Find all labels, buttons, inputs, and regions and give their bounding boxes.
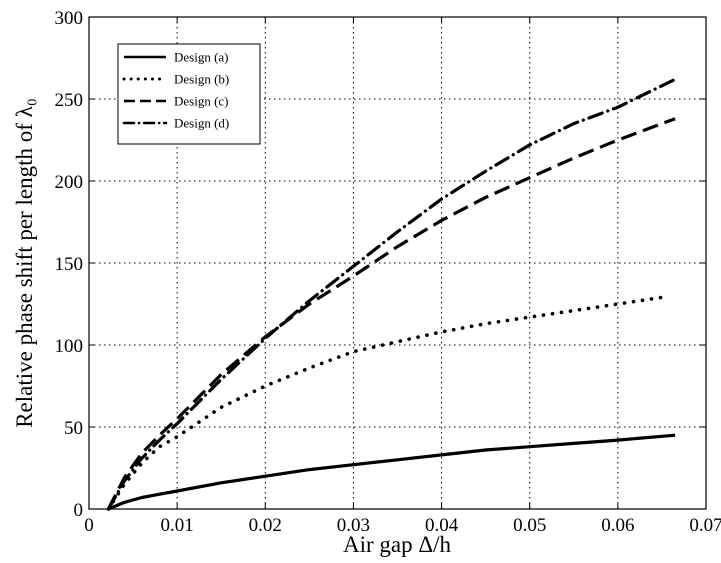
x-tick-label: 0	[84, 515, 94, 536]
x-tick-label: 0.06	[601, 515, 634, 536]
series-line-1	[107, 433, 676, 511]
x-tick-label: 0.04	[425, 515, 459, 536]
y-tick-label: 100	[55, 336, 84, 357]
y-axis-title: Relative phase shift per length of λ₀	[12, 98, 37, 428]
legend: Design (a) Design (b) Design (c) Design (d)	[117, 43, 261, 145]
series-line-4	[106, 77, 677, 511]
legend-label-3: Design (c)	[174, 94, 229, 109]
y-tick-label: 0	[74, 500, 84, 521]
x-tick-label: 0.07	[689, 515, 721, 536]
plot-series	[106, 77, 677, 511]
y-tick-label: 150	[55, 254, 84, 275]
legend-label-2: Design (b)	[174, 72, 229, 87]
x-axis-title: Air gap Δ/h	[343, 532, 452, 557]
y-tick-label: 200	[55, 172, 84, 193]
x-tick-label: 0.05	[513, 515, 546, 536]
legend-label-4: Design (d)	[174, 116, 229, 131]
y-tick-label: 250	[55, 90, 84, 111]
axis-ticks: 0 0.01 0.02 0.03 0.04 0.05 0.06 0.07 0 50 100 150 20…	[55, 8, 721, 536]
y-tick-label: 50	[64, 418, 83, 439]
y-tick-label: 300	[55, 8, 84, 29]
series-line-2	[106, 295, 664, 511]
x-tick-label: 0.02	[249, 515, 282, 536]
x-tick-label: 0.01	[161, 515, 194, 536]
grid	[89, 17, 706, 509]
legend-box	[117, 43, 261, 145]
series-line-3	[106, 117, 676, 510]
x-tick-label: 0.03	[337, 515, 370, 536]
legend-label-1: Design (a)	[174, 50, 229, 65]
